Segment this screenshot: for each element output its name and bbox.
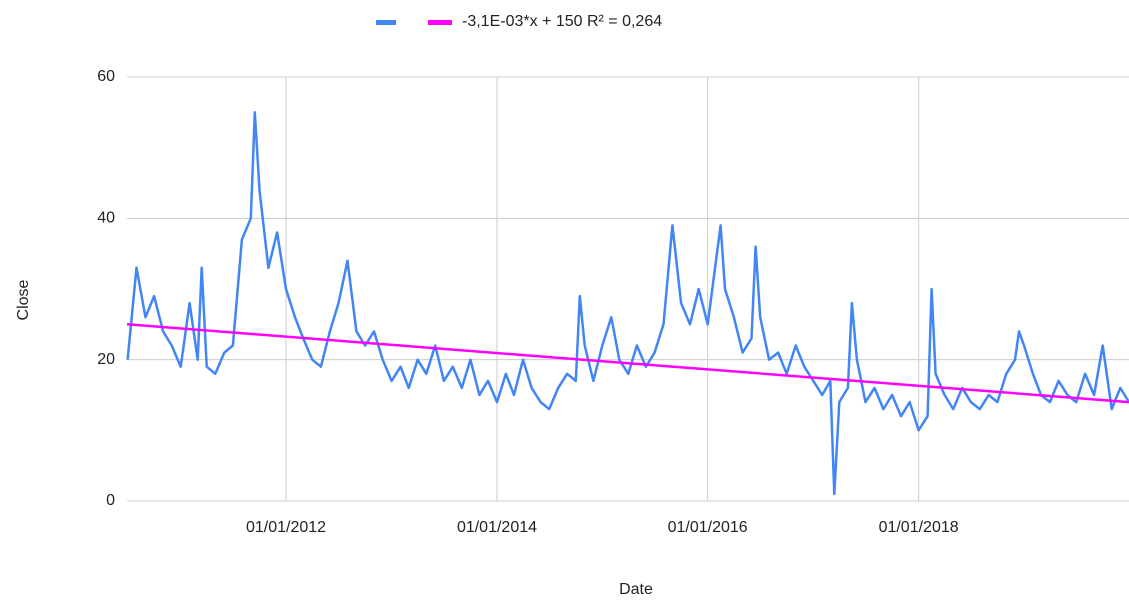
y-tick-label: 40 <box>97 210 115 227</box>
y-tick-label: 0 <box>106 492 115 509</box>
x-tick-label: 01/01/2012 <box>246 519 326 536</box>
y-tick-label: 20 <box>97 351 115 368</box>
legend-label: -3,1E-03*x + 150 R² = 0,264 <box>462 13 662 30</box>
y-tick-label: 60 <box>97 68 115 85</box>
data-line <box>126 111 1129 496</box>
legend-swatch <box>376 20 396 25</box>
x-axis-label: Date <box>619 581 653 598</box>
trend-line <box>126 323 1129 404</box>
x-tick-label: 01/01/2014 <box>457 519 537 536</box>
legend-swatch <box>428 20 452 25</box>
x-tick-label: 01/01/2016 <box>668 519 748 536</box>
y-axis-label: Close <box>15 279 32 320</box>
x-tick-label: 01/01/2018 <box>879 519 959 536</box>
